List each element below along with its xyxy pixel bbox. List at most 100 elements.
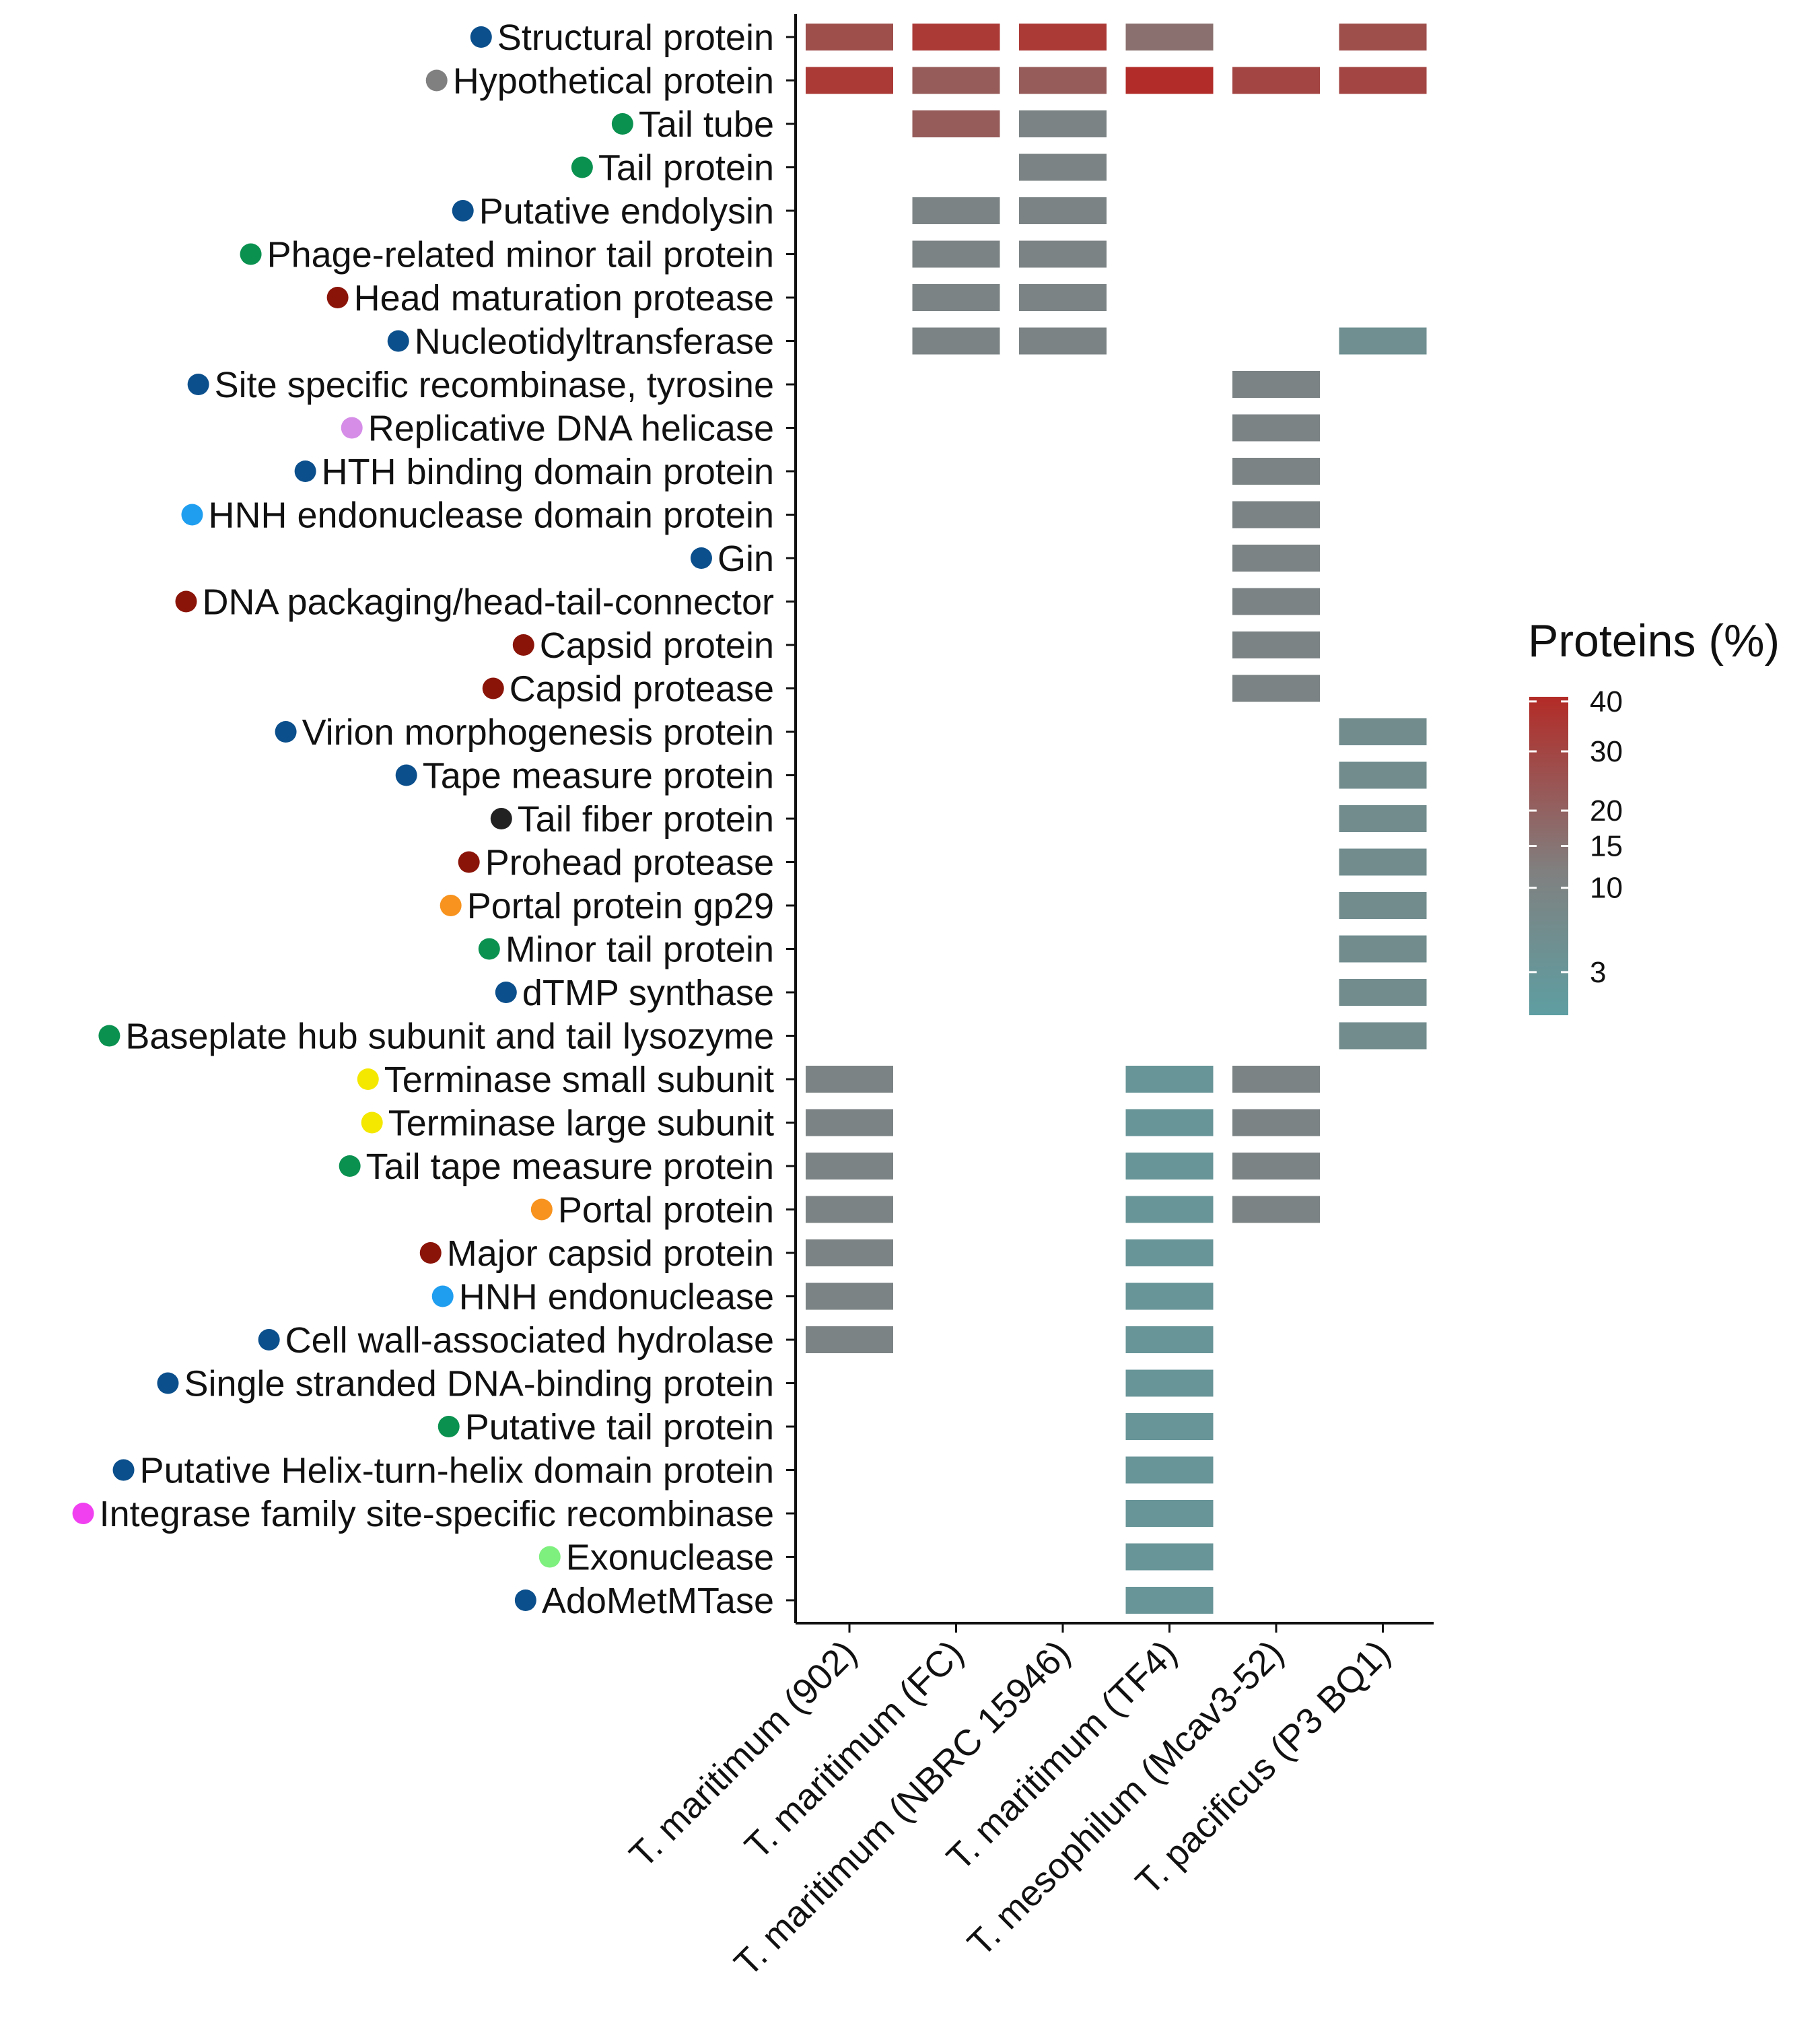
heatmap-cell [1339,935,1427,963]
heatmap-cell [1125,1283,1214,1310]
heatmap-cell [1125,1587,1214,1614]
heatmap-cell [912,284,1000,311]
category-dot [294,460,316,482]
row-label: Tail tube [639,104,774,145]
heatmap-cell [912,240,1000,268]
heatmap-cell [1125,1153,1214,1180]
row-label: Terminase large subunit [388,1103,774,1144]
category-dot [275,721,297,743]
heatmap-cell [806,67,893,94]
row-label: Cell wall-associated hydrolase [285,1320,774,1361]
category-dot [490,808,512,829]
category-dot [482,677,504,699]
heatmap-cell [806,1066,893,1093]
heatmap-cell [1232,371,1320,398]
category-dot [258,1329,280,1351]
row-label: dTMP synthase [522,973,774,1013]
category-dot [112,1459,135,1481]
heatmap-cell [1125,1413,1214,1440]
heatmap-cell [1339,24,1427,50]
heatmap-cell [1339,892,1427,919]
row-label: Portal protein [558,1190,774,1231]
legend-title: Proteins (%) [1528,615,1780,666]
category-dot [431,1285,454,1307]
row-label: Baseplate hub subunit and tail lysozyme [125,1017,774,1057]
legend-tick-label: 3 [1590,956,1606,989]
row-label: Exonuclease [566,1538,774,1578]
heatmap-cell [1339,805,1427,832]
category-dot [157,1372,179,1394]
heatmap-cell [1125,24,1214,50]
heatmap-cell [1232,67,1320,94]
row-label: HNH endonuclease domain protein [208,495,774,536]
category-dot [419,1242,442,1264]
legend-tick-label: 15 [1590,829,1623,862]
category-dot [512,634,534,656]
heatmap-cell [1125,1239,1214,1266]
row-label: Major capsid protein [447,1233,774,1274]
heatmap-cell [1019,110,1107,137]
heatmap-cell [1019,240,1107,268]
row-label: Tail protein [598,148,774,189]
heatmap-cell [1232,501,1320,528]
category-dot [361,1112,383,1134]
category-dot [690,547,712,569]
category-dot [339,1155,361,1177]
row-label: Virion morphogenesis protein [302,712,774,753]
heatmap-cell [1339,327,1427,355]
heatmap-cell [912,67,1000,94]
heatmap-cell [912,327,1000,355]
column-labels: T. maritimum (902)T. maritimum (FC)T. ma… [622,1633,1398,1984]
row-label: Capsid protease [510,669,774,710]
row-label: Tape measure protein [423,756,774,796]
heatmap-cell [1125,1109,1214,1136]
category-dot [438,1416,460,1437]
row-label: Putative endolysin [479,191,774,232]
row-label: Putative tail protein [465,1407,774,1447]
heatmap-cell [1339,67,1427,94]
row-label: Structural protein [497,18,774,58]
row-label: Prohead protease [485,843,774,883]
category-dot [395,764,417,786]
heatmap-cell [1232,1196,1320,1223]
row-label: DNA packaging/head-tail-connector [203,582,775,623]
category-dot [326,287,349,308]
heatmap-cell [1125,1066,1214,1093]
category-dot [611,113,633,135]
row-label: Terminase small subunit [384,1060,774,1100]
row-label: Head maturation protease [354,278,774,318]
category-dot [530,1198,553,1221]
heatmap-cell [806,1283,893,1310]
category-dot [181,504,203,526]
heatmap-cell [806,24,893,50]
category-dot [452,200,474,221]
legend-tick-label: 30 [1590,735,1623,768]
heatmap-cell [1125,1369,1214,1397]
heatmap-cell [1339,718,1427,745]
category-dot [470,26,492,48]
heatmap-cell [1125,1326,1214,1353]
heatmap-cell [1019,24,1107,50]
row-label: Site specific recombinase, tyrosine [215,365,774,405]
row-label: Tail fiber protein [518,799,774,840]
row-label: Single stranded DNA-binding protein [184,1364,774,1404]
row-label: Integrase family site-specific recombina… [100,1494,774,1534]
heatmap-cell [1125,67,1214,94]
category-dot [514,1589,536,1611]
category-dot [187,374,209,395]
heatmap-cell [1125,1500,1214,1527]
heatmap-cell [1232,1109,1320,1136]
row-label: Replicative DNA helicase [368,409,774,449]
row-label: Phage-related minor tail protein [267,235,774,275]
category-dot [357,1068,379,1090]
heatmap-cell [806,1109,893,1136]
heatmap-cell [1232,1066,1320,1093]
heatmap-cell [1019,197,1107,224]
heatmap-cell [912,24,1000,50]
legend-tick-label: 20 [1590,794,1623,827]
category-dot [341,417,363,439]
row-label: AdoMetMTase [542,1581,774,1621]
heatmap-cell [806,1196,893,1223]
